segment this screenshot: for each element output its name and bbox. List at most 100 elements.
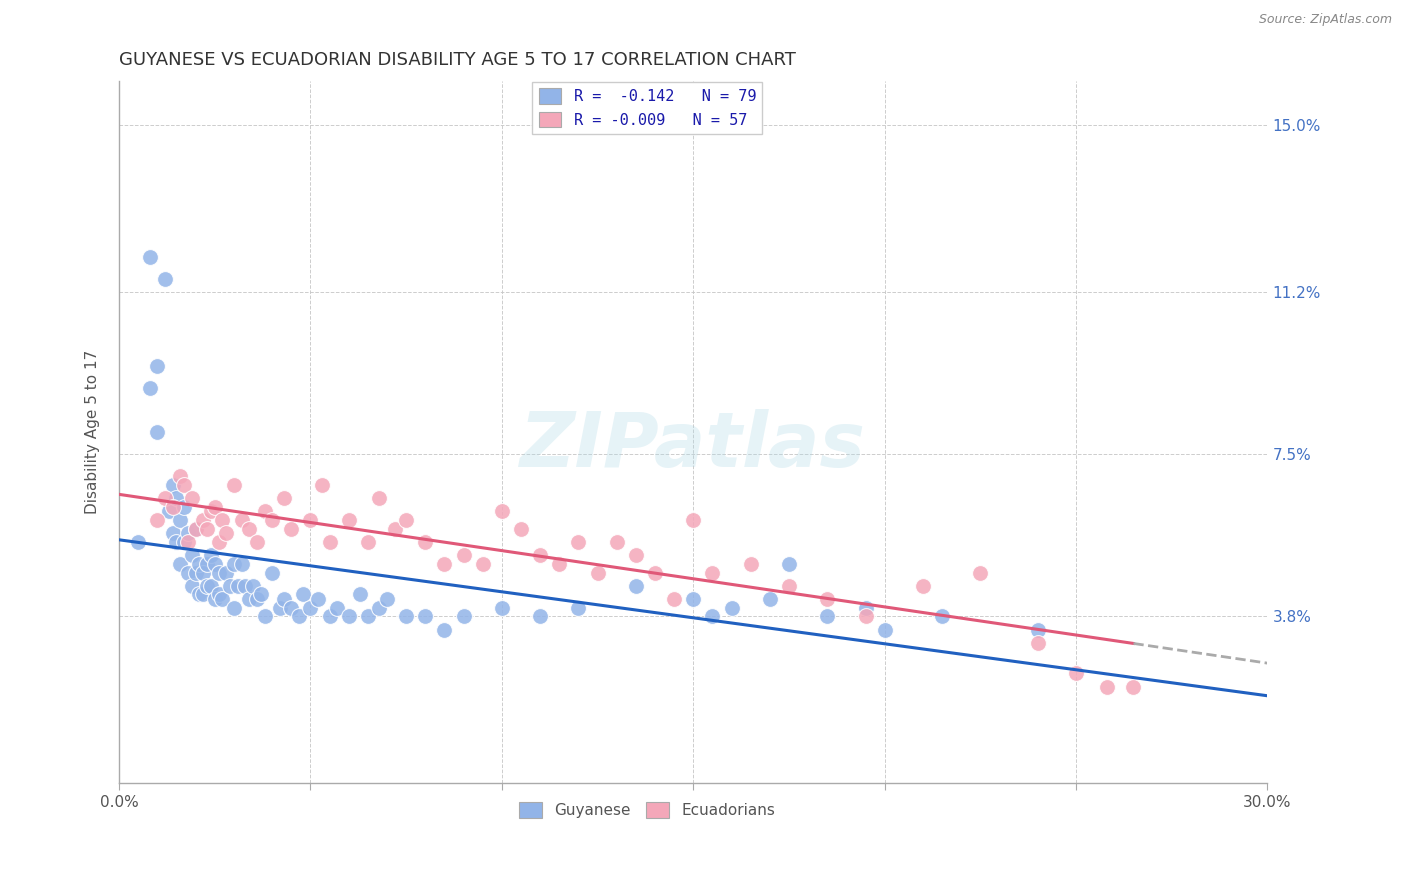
Point [177, 526, 200, 541]
Point [207, 534, 229, 549]
Point [307, 591, 329, 606]
Point [184, 522, 207, 536]
Point [357, 534, 380, 549]
Point [529, 548, 551, 562]
Point [1095, 680, 1118, 694]
Point [855, 600, 877, 615]
Point [195, 579, 218, 593]
Point [200, 504, 222, 518]
Point [207, 566, 229, 580]
Point [931, 609, 953, 624]
Point [238, 522, 260, 536]
Point [662, 591, 685, 606]
Point [702, 566, 724, 580]
Point [299, 513, 322, 527]
Point [169, 513, 191, 527]
Point [311, 478, 333, 492]
Point [249, 587, 271, 601]
Point [1026, 636, 1049, 650]
Point [146, 425, 169, 440]
Point [193, 587, 215, 601]
Point [193, 513, 215, 527]
Point [510, 522, 533, 536]
Text: ZIPatlas: ZIPatlas [520, 409, 866, 483]
Point [177, 566, 200, 580]
Point [195, 557, 218, 571]
Point [211, 513, 233, 527]
Point [200, 548, 222, 562]
Point [548, 557, 571, 571]
Point [299, 600, 322, 615]
Point [815, 609, 838, 624]
Point [231, 513, 253, 527]
Point [453, 609, 475, 624]
Point [624, 579, 647, 593]
Point [166, 491, 188, 505]
Point [969, 566, 991, 580]
Point [491, 600, 513, 615]
Point [855, 609, 877, 624]
Point [204, 591, 226, 606]
Point [326, 600, 349, 615]
Point [740, 557, 762, 571]
Point [491, 504, 513, 518]
Point [318, 609, 340, 624]
Point [624, 548, 647, 562]
Point [1026, 623, 1049, 637]
Point [778, 579, 800, 593]
Point [529, 609, 551, 624]
Point [586, 566, 609, 580]
Point [644, 566, 666, 580]
Point [273, 591, 295, 606]
Point [337, 513, 360, 527]
Point [204, 500, 226, 514]
Point [173, 500, 195, 514]
Point [177, 534, 200, 549]
Point [138, 250, 160, 264]
Point [262, 566, 284, 580]
Point [357, 609, 380, 624]
Point [193, 566, 215, 580]
Point [567, 534, 589, 549]
Point [195, 522, 218, 536]
Point [269, 600, 291, 615]
Point [180, 579, 202, 593]
Point [682, 513, 704, 527]
Point [433, 557, 456, 571]
Point [413, 609, 436, 624]
Text: Source: ZipAtlas.com: Source: ZipAtlas.com [1258, 13, 1392, 27]
Point [222, 600, 245, 615]
Point [222, 478, 245, 492]
Point [226, 579, 249, 593]
Point [453, 548, 475, 562]
Point [413, 534, 436, 549]
Point [273, 491, 295, 505]
Point [253, 504, 276, 518]
Point [188, 587, 211, 601]
Point [262, 513, 284, 527]
Point [222, 557, 245, 571]
Point [215, 526, 238, 541]
Point [166, 534, 188, 549]
Point [702, 609, 724, 624]
Point [291, 587, 314, 601]
Point [349, 587, 371, 601]
Point [215, 566, 238, 580]
Point [146, 513, 169, 527]
Point [337, 609, 360, 624]
Point [211, 591, 233, 606]
Point [778, 557, 800, 571]
Point [280, 600, 302, 615]
Point [873, 623, 896, 637]
Point [606, 534, 628, 549]
Legend: Guyanese, Ecuadorians: Guyanese, Ecuadorians [513, 797, 782, 824]
Point [395, 513, 418, 527]
Point [759, 591, 782, 606]
Point [253, 609, 276, 624]
Point [162, 500, 184, 514]
Point [368, 491, 391, 505]
Point [242, 579, 264, 593]
Point [173, 534, 195, 549]
Point [138, 381, 160, 395]
Point [1122, 680, 1144, 694]
